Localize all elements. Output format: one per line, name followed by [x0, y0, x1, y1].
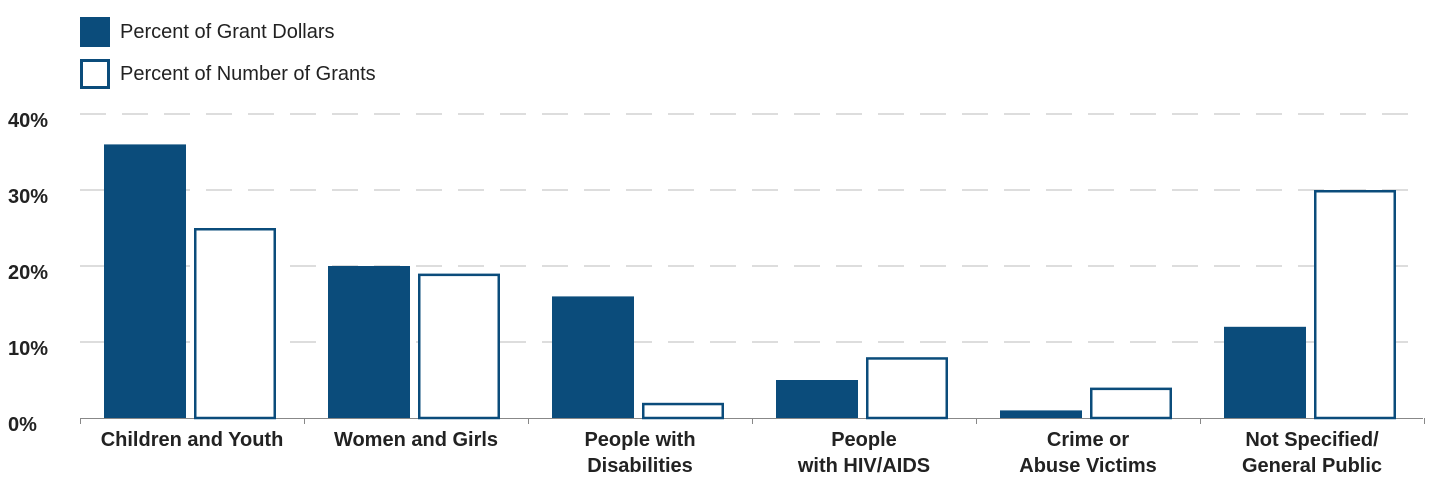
x-category-label-line: Crime or [1047, 429, 1129, 451]
x-category-label: Children and Youth [101, 429, 284, 451]
bar-number-of-grants [866, 357, 948, 420]
x-category-label: People with Disabilities [584, 429, 695, 477]
legend-label: Percent of Number of Grants [120, 62, 376, 85]
bar-number-of-grants [1090, 387, 1172, 420]
x-category-label-line: General Public [1242, 455, 1382, 477]
bar-number-of-grants [1314, 190, 1396, 420]
x-category-label-line: Disabilities [587, 455, 693, 477]
bar-number-of-grants [642, 402, 724, 420]
bar-grant-dollars [776, 380, 858, 418]
x-category-label: Women and Girls [334, 429, 498, 451]
bar-grant-dollars [1000, 410, 1082, 418]
x-category-label-line: People [831, 429, 897, 451]
legend-item-grant-dollars: Percent of Grant Dollars [80, 16, 335, 48]
x-category-label-line: Children and Youth [101, 429, 284, 451]
x-category-label-line: with HIV/AIDS [797, 455, 930, 477]
x-category-label-line: Women and Girls [334, 429, 498, 451]
legend-swatch-outline [80, 59, 110, 89]
y-tick-label: 0% [8, 414, 37, 436]
x-category-label: Not Specified/General Public [1242, 429, 1382, 477]
x-category-label: People with HIV/AIDS [797, 429, 930, 477]
y-tick-label: 40% [8, 110, 48, 132]
y-tick-label: 20% [8, 262, 48, 284]
x-category-label-line: Not Specified/ [1245, 429, 1379, 451]
y-tick-label: 10% [8, 338, 48, 360]
x-category-label: Crime or Abuse Victims [1019, 429, 1156, 477]
bar-grant-dollars [328, 266, 410, 418]
bar-grant-dollars [552, 296, 634, 418]
bar-grant-dollars [104, 144, 186, 418]
bar-grant-dollars [1224, 326, 1306, 418]
y-tick-label: 30% [8, 186, 48, 208]
x-category-label-line: Abuse Victims [1019, 455, 1156, 477]
bar-number-of-grants [194, 228, 276, 420]
legend-item-number-of-grants: Percent of Number of Grants [80, 58, 376, 90]
bar-number-of-grants [418, 273, 500, 420]
legend-label: Percent of Grant Dollars [120, 20, 335, 43]
x-category-label-line: People with [584, 429, 695, 451]
legend-swatch-filled [80, 17, 110, 47]
